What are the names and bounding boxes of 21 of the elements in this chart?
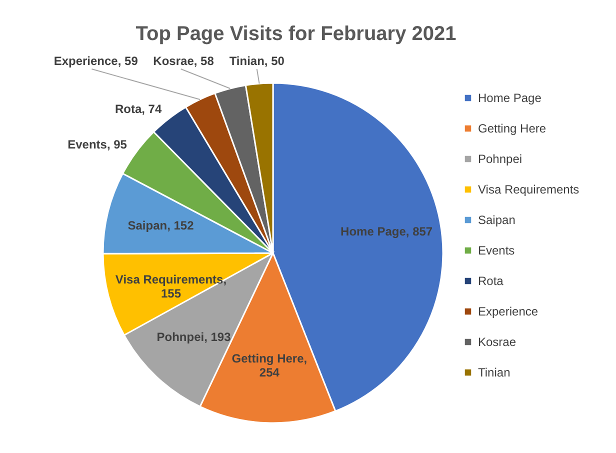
chart-title: Top Page Visits for February 2021	[136, 23, 456, 45]
legend-label: Pohnpei	[478, 152, 522, 166]
legend-label: Saipan	[478, 213, 516, 227]
legend-label: Getting Here	[478, 122, 546, 136]
legend-label: Rota	[478, 274, 504, 288]
legend-label: Home Page	[478, 91, 542, 105]
data-label: Pohnpei, 193	[156, 330, 232, 344]
legend-label: Visa Requirements	[478, 182, 580, 196]
legend-label: Experience	[478, 304, 538, 318]
data-label: Events, 95	[68, 137, 128, 152]
data-label: Getting Here, 254	[232, 351, 308, 380]
data-label: Rota, 74	[114, 102, 162, 116]
data-label: Kosrae, 58	[153, 54, 214, 68]
legend-label: Events	[478, 244, 515, 258]
data-label: Saipan, 152	[128, 218, 194, 232]
data-label: Tinian, 50	[229, 54, 285, 68]
data-label: Home Page, 857	[340, 224, 433, 238]
data-label: Visa Requirements, 155	[115, 272, 227, 300]
legend-label: Tinian	[478, 366, 510, 380]
legend-label: Kosrae	[478, 335, 516, 349]
data-label: Experience, 59	[54, 54, 138, 68]
